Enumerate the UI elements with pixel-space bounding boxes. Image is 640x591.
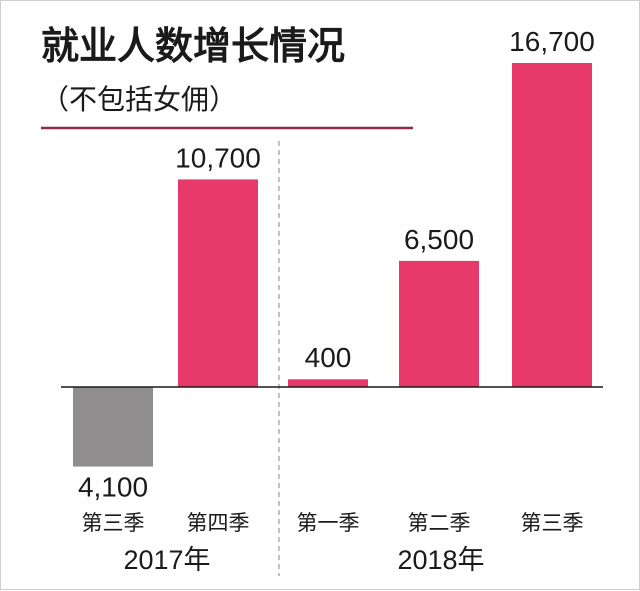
category-label-3: 第一季	[297, 511, 360, 535]
year-label-2: 2018年	[397, 545, 484, 575]
value-labels-group: 4,100 10,700 400 6,500 16,700	[78, 26, 595, 503]
category-labels-group: 第三季 第四季 第一季 第二季 第三季	[82, 511, 584, 535]
bar-2	[178, 179, 258, 387]
bar-4	[399, 260, 479, 387]
bars-group	[73, 63, 592, 467]
value-label-1: 4,100	[78, 472, 148, 503]
category-label-2: 第四季	[187, 511, 250, 535]
value-label-2: 10,700	[175, 142, 261, 173]
chart-subtitle: （不包括女佣）	[41, 83, 237, 116]
bar-5	[512, 63, 592, 387]
value-label-5: 16,700	[509, 26, 595, 57]
value-label-4: 6,500	[404, 224, 474, 255]
chart-title: 就业人数增长情况	[41, 24, 345, 68]
value-label-3: 400	[305, 342, 352, 373]
category-label-1: 第三季	[82, 511, 145, 535]
bar-3	[288, 379, 368, 387]
category-label-5: 第三季	[521, 511, 584, 535]
bar-1	[73, 387, 153, 467]
year-labels-group: 2017年 2018年	[123, 545, 484, 575]
year-label-1: 2017年	[123, 545, 210, 575]
category-label-4: 第二季	[408, 511, 471, 535]
